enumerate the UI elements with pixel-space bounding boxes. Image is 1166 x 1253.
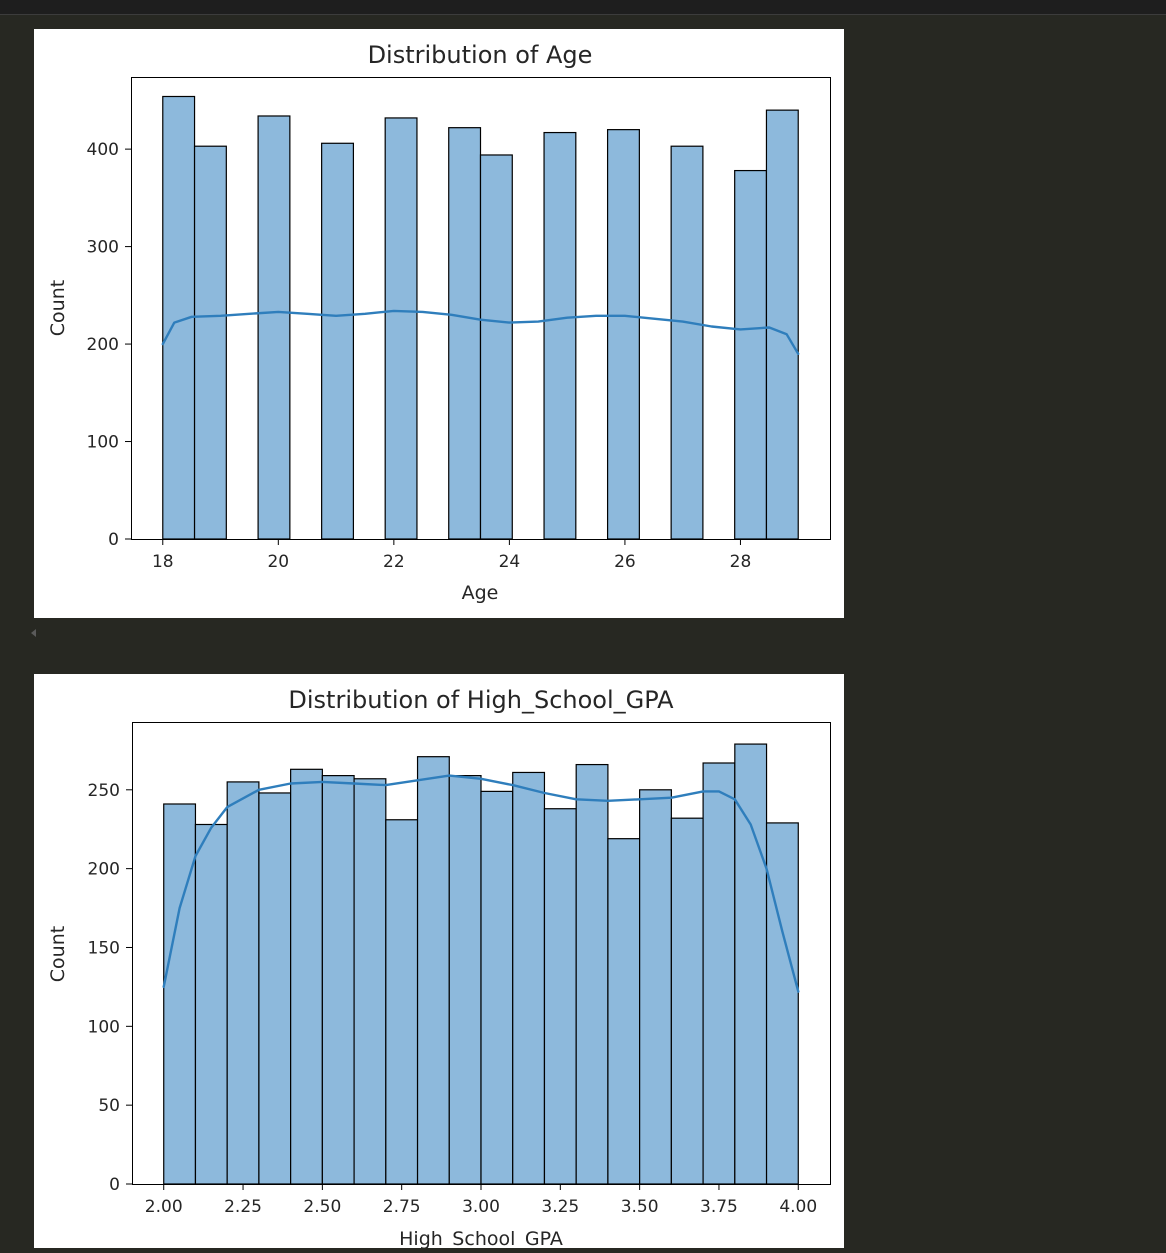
age-x-tick-label: 24: [499, 552, 521, 572]
gpa-y-ticks: 0 50 100 150 200 250: [88, 781, 132, 1195]
gpa-bar-5: [321, 775, 355, 1185]
age-bar-7: [384, 117, 418, 540]
gpa-bar-3: [258, 792, 292, 1185]
age-bar-5: [321, 142, 355, 540]
gpa-x-tick-label: 3.00: [462, 1197, 500, 1217]
gpa-bar-4: [290, 768, 323, 1185]
age-bar-14: [606, 129, 640, 540]
gpa-x-tick-label: 2.50: [303, 1197, 341, 1217]
age-chart-title: Distribution of Age: [368, 41, 593, 69]
gpa-bar-7: [385, 819, 419, 1185]
gpa-bar-18: [734, 743, 768, 1185]
age-bar-3: [257, 115, 291, 540]
age-x-tick-label: 26: [614, 552, 636, 572]
gpa-y-tick-label: 50: [98, 1096, 120, 1116]
age-x-axis-label: Age: [462, 582, 499, 604]
gpa-bar-12: [543, 808, 577, 1185]
age-bar-18: [734, 169, 768, 540]
age-y-tick-label: 100: [87, 433, 119, 453]
gpa-x-tick-label: 4.00: [779, 1197, 817, 1217]
age-y-axis-label: Count: [47, 280, 69, 336]
age-y-tick-label: 300: [87, 238, 119, 258]
gpa-bar-9: [448, 775, 482, 1185]
gpa-x-tick-label: 2.75: [383, 1197, 421, 1217]
age-x-tick-label: 18: [152, 552, 174, 572]
gpa-x-tick-label: 3.75: [700, 1197, 738, 1217]
gpa-bar-0: [163, 803, 197, 1185]
age-y-tick-label: 200: [87, 335, 119, 355]
gpa-y-tick-label: 250: [88, 781, 120, 801]
age-bars: [162, 95, 799, 540]
age-x-tick-label: 20: [267, 552, 289, 572]
age-bar-9: [448, 127, 482, 540]
age-distribution-figure: 18 20 22 24 26 28 0 100 200 300 400 Distribution …: [34, 29, 844, 618]
age-histogram-chart: 18 20 22 24 26 28 0 100 200 300 400 Distribution …: [47, 41, 831, 604]
gpa-y-tick-label: 150: [88, 938, 120, 958]
gpa-x-tick-label: 2.00: [145, 1197, 183, 1217]
gpa-bar-2: [226, 781, 260, 1185]
gpa-x-ticks: 2.00 2.25 2.50 2.75 3.00 3.25 3.50 3.75 4.00: [145, 1184, 817, 1217]
gpa-y-tick-label: 200: [88, 860, 120, 880]
age-plot-frame: [131, 77, 831, 540]
gpa-x-tick-label: 3.50: [621, 1197, 659, 1217]
scroll-left-icon[interactable]: [31, 629, 36, 637]
gpa-chart-title: Distribution of High_School_GPA: [288, 686, 674, 714]
gpa-y-tick-label: 0: [109, 1175, 120, 1195]
age-kde-group: [161, 309, 800, 355]
gpa-kde-group: [162, 774, 800, 993]
gpa-histogram-chart: 2.00 2.25 2.50 2.75 3.00 3.25 3.50 3.75 4.00 0 50…: [47, 686, 831, 1250]
gpa-x-tick-label: 2.25: [224, 1197, 262, 1217]
gpa-bar-8: [416, 756, 450, 1185]
age-bar-19: [765, 109, 799, 540]
age-x-tick-label: 22: [383, 552, 405, 572]
gpa-bar-19: [765, 822, 799, 1185]
age-bar-12: [543, 131, 577, 540]
age-y-ticks: 0 100 200 300 400: [87, 140, 131, 550]
gpa-bars: [163, 743, 799, 1185]
gpa-distribution-figure: 2.00 2.25 2.50 2.75 3.00 3.25 3.50 3.75 4.00 0 50…: [34, 674, 844, 1250]
gpa-x-tick-label: 3.25: [541, 1197, 579, 1217]
age-x-ticks: 18 20 22 24 26 28: [152, 539, 751, 572]
age-bar-16: [670, 145, 704, 540]
notebook-output-top-bar: [0, 0, 1166, 15]
gpa-bar-14: [607, 838, 641, 1185]
gpa-bar-15: [639, 789, 672, 1185]
gpa-bar-10: [480, 790, 514, 1185]
gpa-bar-1: [194, 823, 228, 1185]
age-kde-line: [161, 309, 800, 355]
gpa-x-axis-label: High_School_GPA: [399, 1228, 563, 1248]
age-bar-1: [193, 145, 227, 540]
gpa-kde-line: [162, 774, 800, 993]
gpa-bar-17: [702, 762, 736, 1185]
gpa-y-tick-label: 100: [88, 1017, 120, 1037]
age-x-tick-label: 28: [730, 552, 752, 572]
gpa-bar-16: [670, 817, 704, 1185]
gpa-bar-13: [575, 763, 609, 1185]
age-y-tick-label: 400: [87, 140, 119, 160]
age-y-tick-label: 0: [108, 530, 119, 550]
gpa-bar-6: [353, 778, 387, 1185]
gpa-y-axis-label: Count: [47, 926, 69, 982]
gpa-bar-11: [512, 771, 546, 1185]
age-bar-10: [479, 154, 513, 540]
